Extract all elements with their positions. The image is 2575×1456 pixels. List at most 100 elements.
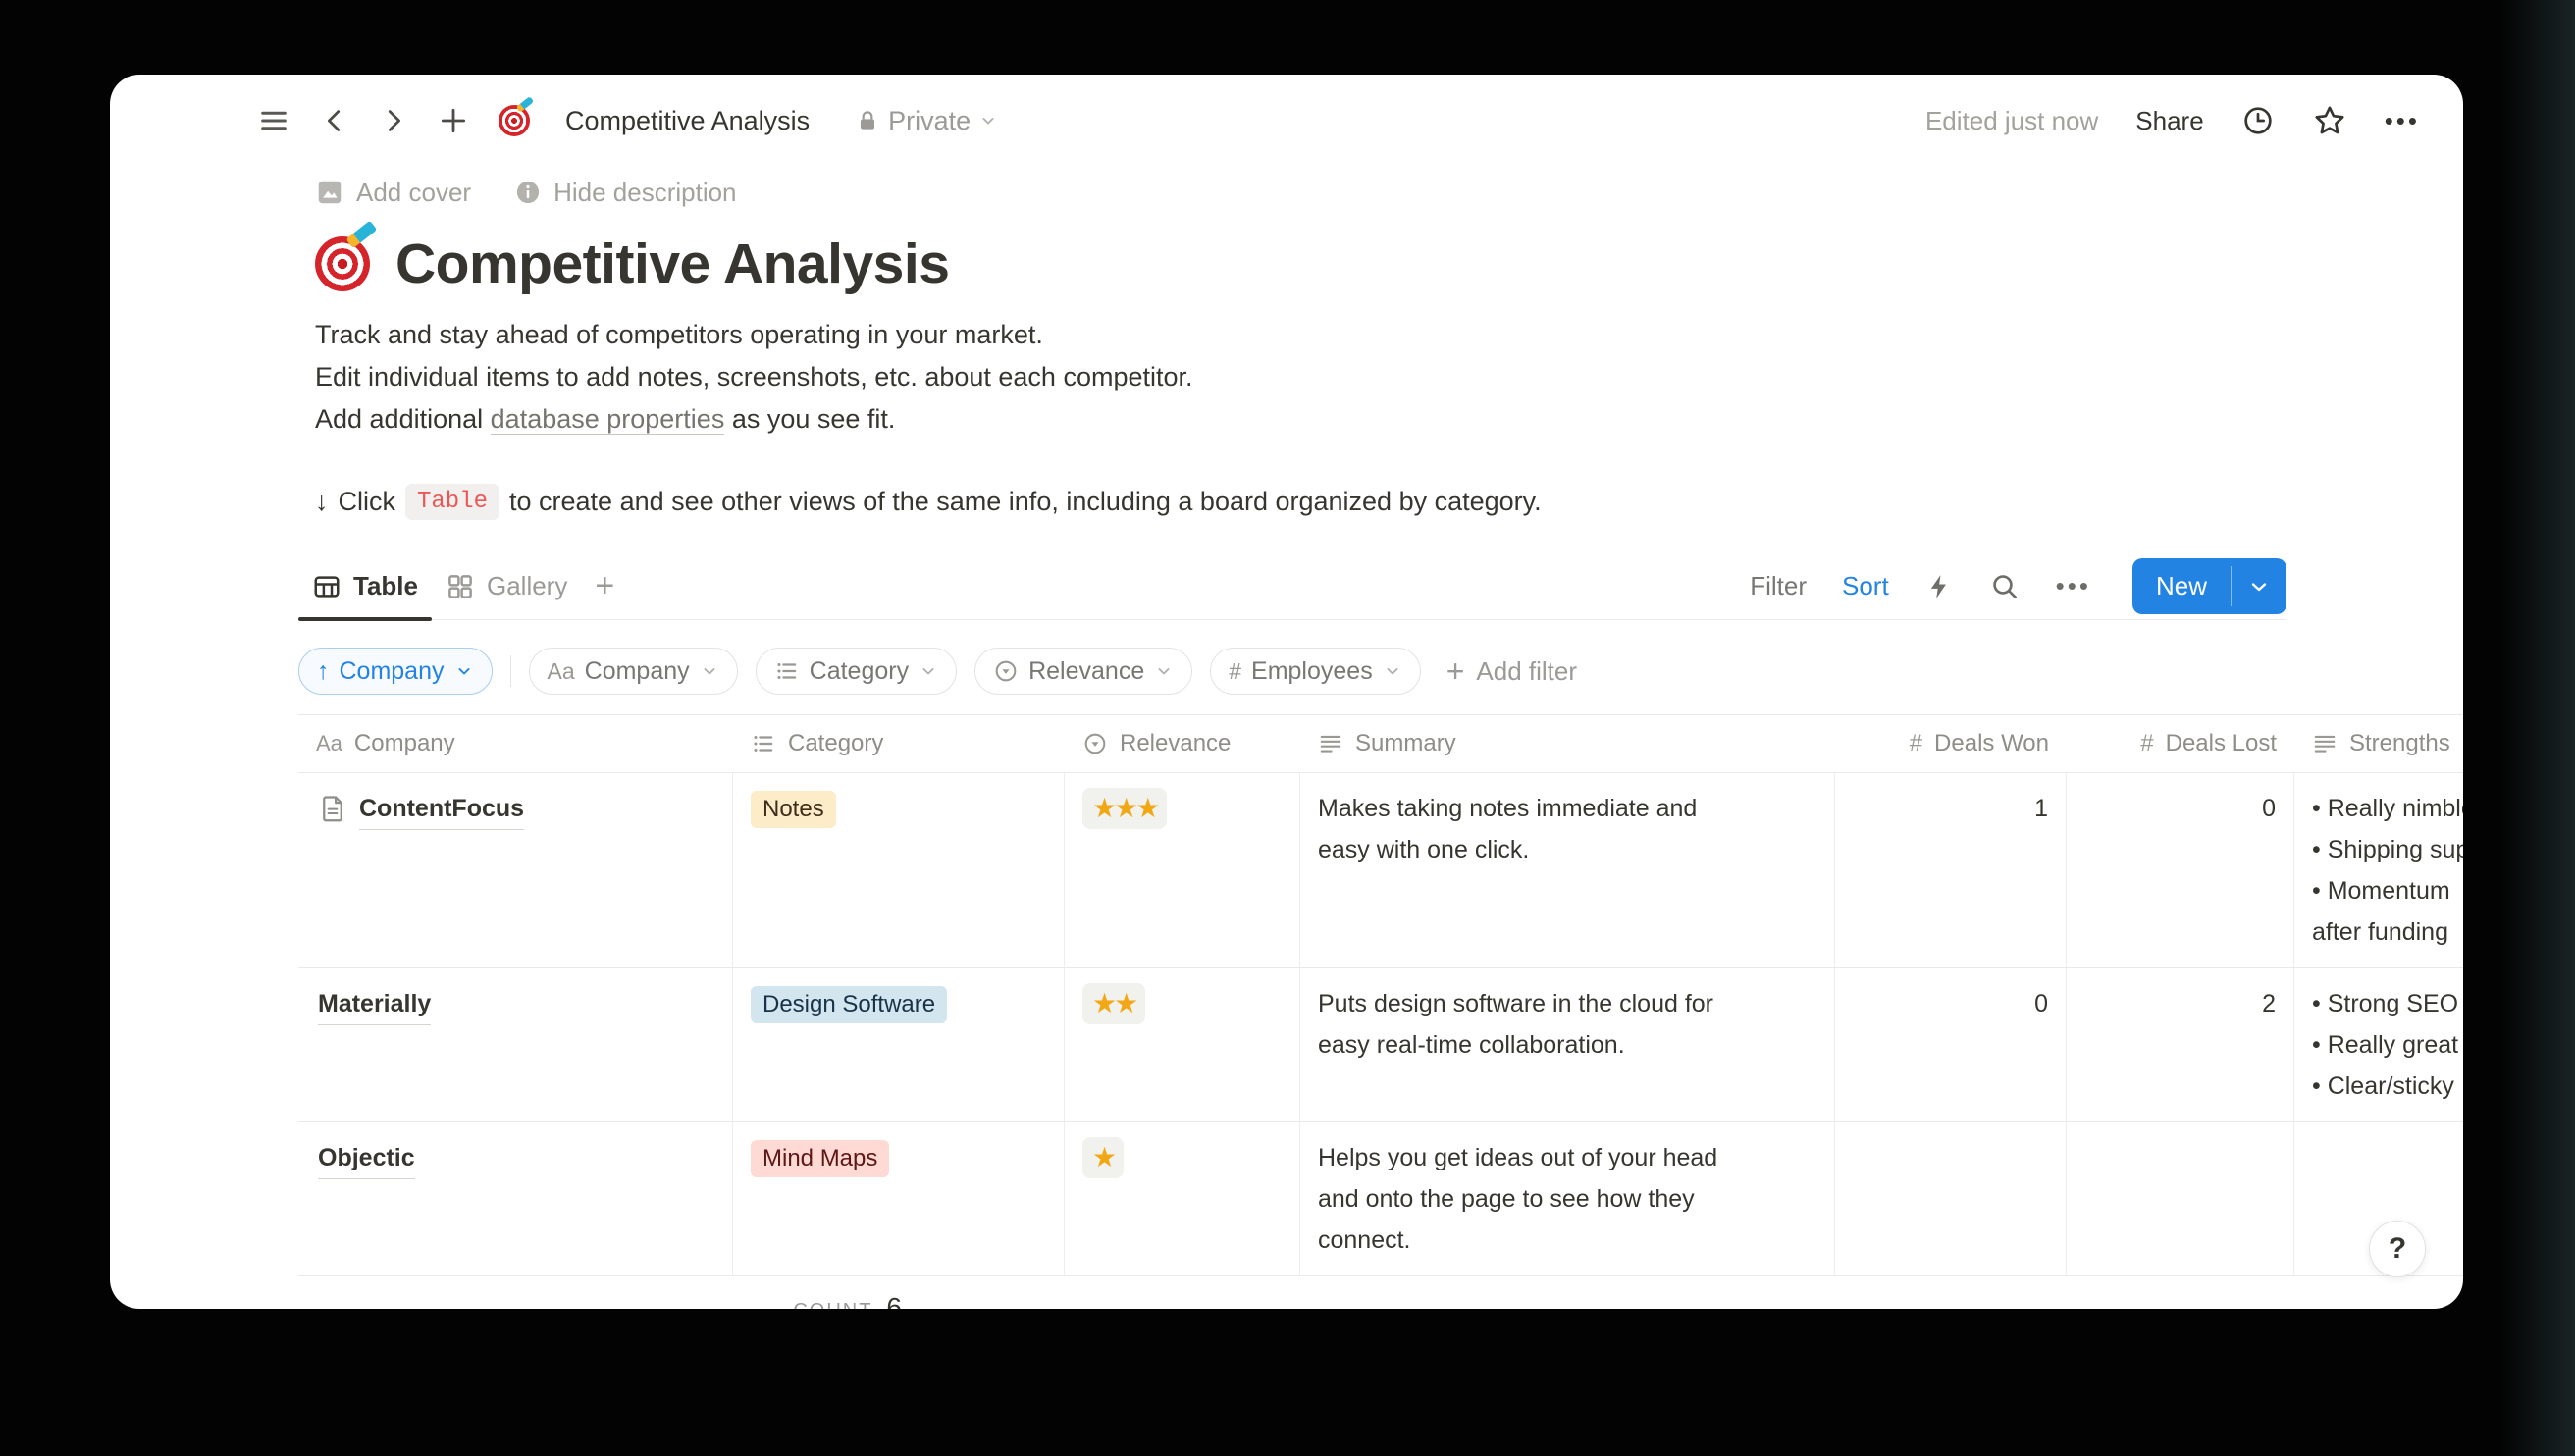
chevron-down-icon: [1383, 661, 1402, 681]
hide-description-button[interactable]: Hide description: [514, 178, 737, 208]
table-count-row[interactable]: COUNT 6: [487, 1276, 921, 1309]
deals-lost-cell[interactable]: 0: [2067, 773, 2294, 967]
category-cell[interactable]: Design Software: [733, 968, 1065, 1121]
sort-chip-company[interactable]: ↑ Company: [298, 648, 493, 695]
summary-text: Makes taking notes immediate and: [1318, 795, 1698, 822]
strengths-text: • Strong SEO: [2312, 990, 2459, 1017]
filter-button[interactable]: Filter: [1750, 571, 1807, 600]
tab-gallery[interactable]: Gallery: [432, 553, 581, 619]
description-text: Add additional: [315, 404, 484, 434]
relevance-cell[interactable]: ★: [1065, 1122, 1300, 1275]
favorite-button[interactable]: [2312, 103, 2347, 138]
list-property-icon: [751, 731, 776, 756]
count-label: COUNT: [793, 1300, 872, 1309]
deals-won-cell[interactable]: [1835, 1122, 2067, 1275]
category-tag: Notes: [751, 791, 836, 828]
summary-text: easy real-time collaboration.: [1318, 1031, 1625, 1059]
edited-status: Edited just now: [1924, 105, 2099, 135]
chip-label: Relevance: [1028, 656, 1145, 685]
nav-forward-button[interactable]: [379, 106, 408, 135]
column-header-relevance[interactable]: Relevance: [1065, 715, 1300, 772]
column-label: Summary: [1355, 730, 1456, 756]
new-button[interactable]: New: [2132, 558, 2231, 614]
page-description[interactable]: Track and stay ahead of competitors oper…: [315, 314, 2286, 441]
view-options-button[interactable]: •••: [2056, 571, 2091, 601]
chip-label: Employees: [1251, 656, 1373, 685]
column-label: Company: [353, 730, 455, 756]
column-header-company[interactable]: Aa Company: [298, 715, 733, 772]
deals-won-cell[interactable]: 0: [1835, 968, 2067, 1121]
summary-text: easy with one click.: [1318, 836, 1530, 863]
category-tag: Mind Maps: [751, 1140, 890, 1177]
relevance-cell[interactable]: ★★: [1065, 968, 1300, 1121]
company-page-link[interactable]: Objectic: [318, 1137, 415, 1179]
count-value: 6: [886, 1292, 902, 1309]
breadcrumb-page-title[interactable]: Competitive Analysis: [565, 105, 811, 135]
chevron-down-icon: [919, 661, 938, 681]
column-header-deals-won[interactable]: # Deals Won: [1835, 715, 2067, 772]
summary-text: Helps you get ideas out of your head: [1318, 1144, 1718, 1171]
add-cover-button[interactable]: Add cover: [315, 178, 471, 208]
new-page-button[interactable]: [438, 105, 469, 136]
arrow-down-icon: ↓: [315, 487, 329, 516]
column-header-deals-lost[interactable]: # Deals Lost: [2067, 715, 2294, 772]
sort-chip-label: Company: [339, 656, 445, 685]
relevance-cell[interactable]: ★★★: [1065, 773, 1300, 967]
search-button[interactable]: [1989, 571, 2021, 602]
summary-cell[interactable]: Helps you get ideas out of your head and…: [1300, 1122, 1835, 1275]
property-chip-employees[interactable]: # Employees: [1210, 648, 1421, 695]
star-rating: ★★★: [1082, 788, 1168, 829]
privacy-menu[interactable]: Private: [855, 106, 998, 136]
page-actions-row: Add cover Hide description: [315, 175, 2286, 210]
deals-lost-cell[interactable]: 2: [2067, 968, 2294, 1121]
table-row: Materially Design Software ★★ Puts desig…: [298, 968, 2463, 1122]
strengths-cell[interactable]: • Really nimble • Shipping sup • Momentu…: [2294, 773, 2463, 967]
view-switcher-bar: Table Gallery + Filter Sort •••: [298, 553, 2286, 621]
property-chip-company[interactable]: Aa Company: [528, 648, 738, 695]
tab-table[interactable]: Table: [298, 553, 432, 621]
more-options-button[interactable]: •••: [2385, 106, 2420, 136]
sort-button[interactable]: Sort: [1841, 571, 1889, 600]
column-header-strengths[interactable]: Strengths: [2294, 715, 2463, 772]
target-emoji-icon[interactable]: [315, 236, 370, 291]
chip-label: Company: [584, 656, 690, 685]
chevron-down-icon: [978, 111, 998, 130]
chevron-left-icon: [320, 106, 349, 135]
deals-won-cell[interactable]: 1: [1835, 773, 2067, 967]
summary-cell[interactable]: Puts design software in the cloud for ea…: [1300, 968, 1835, 1121]
category-cell[interactable]: Notes: [733, 773, 1065, 967]
property-chip-category[interactable]: Category: [755, 648, 958, 695]
column-header-summary[interactable]: Summary: [1300, 715, 1835, 772]
automations-button[interactable]: [1924, 572, 1954, 601]
company-page-link[interactable]: Materially: [318, 983, 432, 1025]
strengths-cell[interactable]: • Strong SEO • Really great • Clear/stic…: [2294, 968, 2463, 1121]
share-button[interactable]: Share: [2135, 105, 2204, 135]
property-chip-relevance[interactable]: Relevance: [974, 648, 1193, 695]
company-cell[interactable]: ContentFocus: [298, 773, 733, 967]
table-hint-line: ↓ Click Table to create and see other vi…: [315, 484, 2286, 520]
history-button[interactable]: [2241, 104, 2275, 137]
deals-lost-cell[interactable]: [2067, 1122, 2294, 1275]
column-header-category[interactable]: Category: [733, 715, 1065, 772]
company-cell[interactable]: Materially: [298, 968, 733, 1121]
new-dropdown-button[interactable]: [2232, 558, 2286, 614]
company-cell[interactable]: Objectic: [298, 1122, 733, 1275]
summary-cell[interactable]: Makes taking notes immediate and easy wi…: [1300, 773, 1835, 967]
add-filter-button[interactable]: + Add filter: [1446, 653, 1577, 690]
help-button[interactable]: ?: [2369, 1221, 2426, 1277]
chip-divider: [509, 655, 511, 687]
category-cell[interactable]: Mind Maps: [733, 1122, 1065, 1275]
database-properties-link[interactable]: database properties: [490, 404, 725, 435]
page-title-text[interactable]: Competitive Analysis: [395, 233, 950, 295]
number-property-icon: #: [1909, 730, 1923, 756]
page-document-icon: [318, 794, 347, 823]
description-line: Edit individual items to add notes, scre…: [315, 362, 1193, 391]
company-page-link[interactable]: ContentFocus: [359, 788, 525, 830]
add-filter-label: Add filter: [1476, 655, 1577, 686]
table-code-chip[interactable]: Table: [405, 484, 500, 520]
select-property-icon: [993, 658, 1019, 684]
ellipsis-icon: •••: [2384, 105, 2420, 135]
add-view-button[interactable]: +: [595, 567, 615, 604]
nav-back-button[interactable]: [320, 106, 349, 135]
sidebar-toggle-button[interactable]: [257, 104, 290, 137]
